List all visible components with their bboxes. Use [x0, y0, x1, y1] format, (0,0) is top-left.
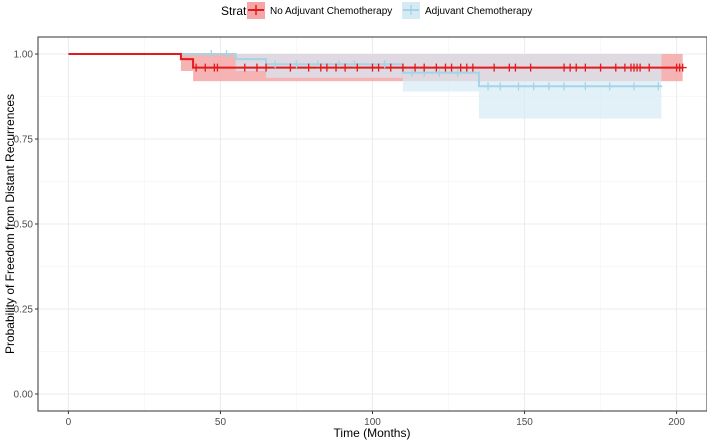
legend: Strata No Adjuvant Chemotherapy Adjuvant… [221, 2, 532, 19]
legend-item-no-adjuvant: No Adjuvant Chemotherapy [247, 2, 392, 19]
censor-mark-no-adjuvant [286, 63, 295, 72]
x-axis: 0 50 100 150 200 [66, 411, 685, 428]
censor-mark-no-adjuvant [611, 63, 620, 72]
censor-mark-no-adjuvant [332, 63, 341, 72]
censor-mark-adjuvant [654, 82, 663, 91]
x-tick-label: 200 [668, 417, 685, 428]
censor-mark-adjuvant [380, 60, 389, 69]
censor-mark-no-adjuvant [420, 63, 429, 72]
legend-title: Strata [221, 4, 253, 18]
ci-band-adjuvant [266, 54, 403, 78]
censor-mark-no-adjuvant [304, 63, 313, 72]
censor-mark-no-adjuvant [432, 63, 441, 72]
censor-mark-no-adjuvant [596, 63, 605, 72]
censor-mark-no-adjuvant [353, 63, 362, 72]
censor-mark-no-adjuvant [468, 63, 477, 72]
x-tick-label: 100 [364, 417, 381, 428]
censor-mark-adjuvant [408, 68, 417, 77]
censor-mark-no-adjuvant [645, 63, 654, 72]
censor-mark-no-adjuvant [678, 63, 687, 72]
censor-mark-no-adjuvant [511, 63, 520, 72]
censor-mark-adjuvant [514, 82, 523, 91]
y-tick-label: 1.00 [14, 50, 34, 61]
censor-mark-no-adjuvant [411, 63, 420, 72]
censor-mark-no-adjuvant [201, 63, 210, 72]
censor-mark-adjuvant [581, 82, 590, 91]
censor-mark-adjuvant [560, 82, 569, 91]
censor-mark-adjuvant [484, 82, 493, 91]
grid [38, 37, 707, 411]
censor-mark-no-adjuvant [526, 63, 535, 72]
censor-mark-adjuvant [605, 82, 614, 91]
censor-mark-adjuvant [435, 68, 444, 77]
censor-mark-no-adjuvant [252, 63, 261, 72]
censor-mark-no-adjuvant [341, 63, 350, 72]
censor-mark-no-adjuvant [213, 63, 222, 72]
censor-mark-no-adjuvant [386, 63, 395, 72]
censor-mark-adjuvant [207, 50, 216, 58]
x-tick-label: 150 [516, 417, 533, 428]
y-tick-label: 0.00 [14, 390, 34, 401]
censor-mark-no-adjuvant [398, 63, 407, 72]
censor-mark-adjuvant [529, 82, 538, 91]
legend-label-no-adjuvant: No Adjuvant Chemotherapy [270, 6, 392, 17]
censor-mark-adjuvant [453, 68, 462, 77]
censor-mark-no-adjuvant [374, 63, 383, 72]
censor-mark-adjuvant [544, 82, 553, 91]
censor-mark-adjuvant [222, 50, 231, 58]
survival-line-adjuvant [68, 53, 662, 88]
censor-mark-no-adjuvant [581, 63, 590, 72]
censor-mark-no-adjuvant [490, 63, 499, 72]
censor-mark-adjuvant [271, 60, 280, 69]
legend-item-adjuvant: Adjuvant Chemotherapy [402, 2, 532, 19]
censor-mark-no-adjuvant [636, 63, 645, 72]
censor-mark-no-adjuvant [572, 63, 581, 72]
censor-marks [192, 50, 687, 91]
x-tick-label: 0 [66, 417, 72, 428]
censor-mark-no-adjuvant [322, 63, 331, 72]
ci-band-no-adjuvant [180, 54, 194, 71]
censor-mark-no-adjuvant [240, 63, 249, 72]
censor-mark-no-adjuvant [192, 63, 201, 72]
censor-mark-adjuvant [292, 60, 301, 69]
y-axis: 0.00 0.25 0.50 0.75 1.00 [14, 50, 38, 401]
x-tick-label: 50 [215, 417, 227, 428]
censor-mark-no-adjuvant [447, 63, 456, 72]
censor-mark-adjuvant [630, 82, 639, 91]
censor-mark-adjuvant [496, 82, 505, 91]
y-axis-label: Probability of Freedom from Distant Recu… [3, 94, 17, 354]
y-tick-label: 0.75 [14, 135, 34, 146]
y-tick-label: 0.50 [14, 220, 34, 231]
y-tick-label: 0.25 [14, 305, 34, 316]
legend-label-adjuvant: Adjuvant Chemotherapy [425, 6, 532, 17]
x-axis-label: Time (Months) [334, 426, 411, 440]
censor-mark-no-adjuvant [262, 63, 271, 72]
